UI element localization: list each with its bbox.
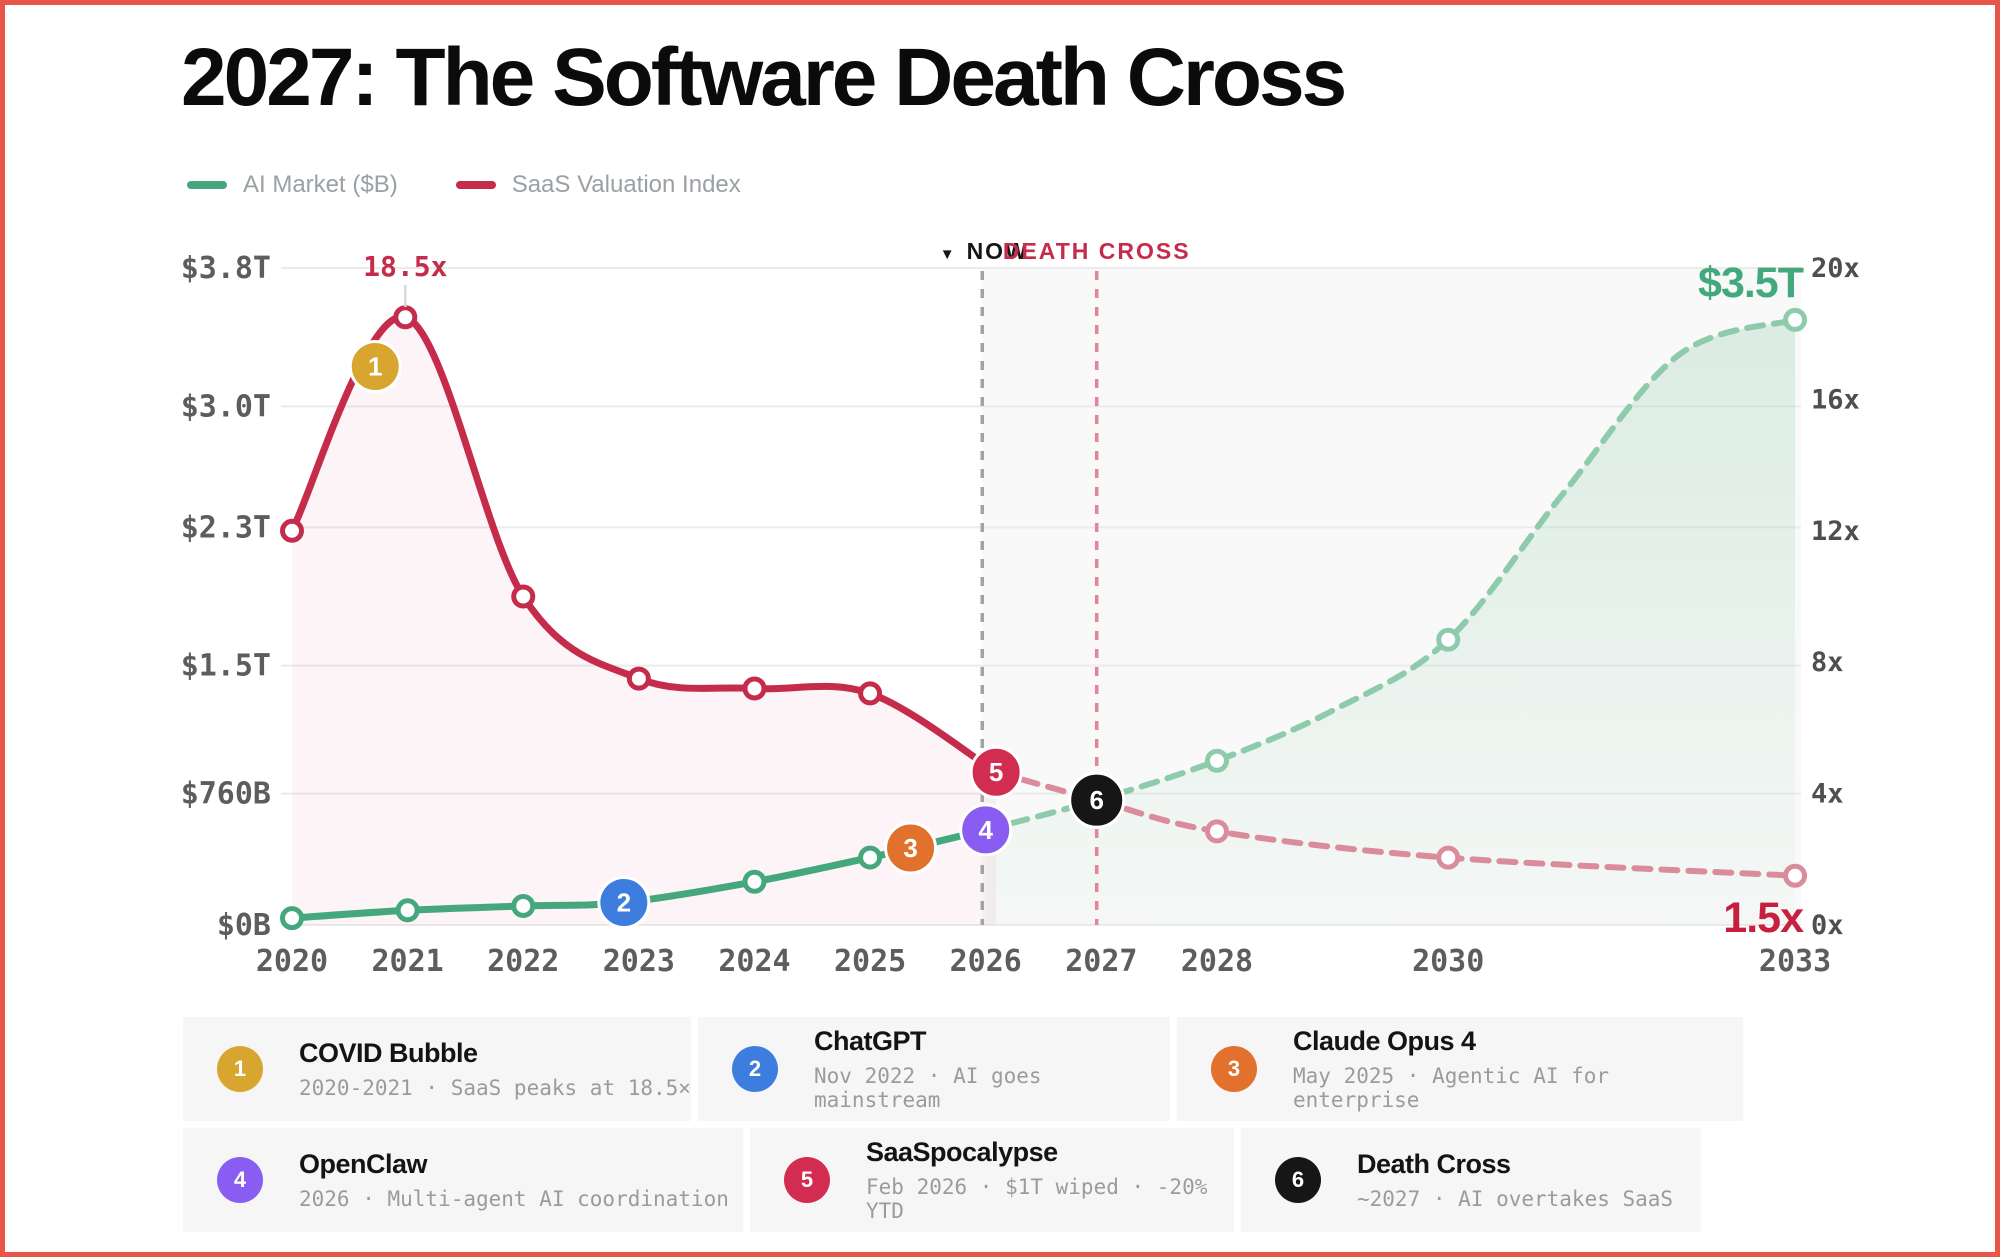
saas-index-data-point (742, 676, 767, 701)
legend-swatch-icon (455, 181, 496, 189)
right-axis-tick-label: 12x (1811, 516, 1860, 547)
left-axis-tick-label: $3.8T (181, 251, 271, 286)
ai-market-line-projected (982, 316, 1799, 833)
x-axis-tick-label: 2033 (1759, 944, 1831, 979)
saas-index-data-point (511, 584, 536, 609)
event-cards: 1 COVID Bubble 2020-2021 · SaaS peaks at 1… (183, 1017, 1743, 1239)
event-marker-number: 6 (1089, 785, 1103, 815)
left-axis-tick-label: $760B (181, 777, 271, 812)
ai-market-data-point (280, 906, 304, 931)
x-axis-tick-label: 2021 (371, 944, 443, 979)
ai-market-projected-point (1436, 627, 1461, 652)
event-marker-number: 3 (903, 833, 917, 863)
event-number-badge: 5 (784, 1157, 830, 1203)
event-card-subtitle: May 2025 · Agentic AI for enterprise (1293, 1064, 1610, 1112)
saas-index-data-point (626, 666, 651, 691)
ai-market-data-point (395, 898, 420, 923)
x-axis-tick-label: 2026 (950, 944, 1022, 979)
ai-market-projected-point (1783, 307, 1808, 332)
x-axis-tick-label: 2025 (834, 944, 906, 979)
event-card-title: Claude Opus 4 (1293, 1026, 1476, 1056)
ai-market-data-point (858, 845, 883, 870)
legend-label: AI Market ($B) (243, 171, 398, 198)
x-axis-tick-label: 2028 (1181, 944, 1253, 979)
page-title: 2027: The Software Death Cross (181, 32, 1347, 123)
x-axis-tick-label: 2020 (256, 944, 328, 979)
chart-legend: AI Market ($B) SaaS Valuation Index (187, 171, 741, 199)
event-card-3: 3 Claude Opus 4 May 2025 · Agentic AI for … (1177, 1017, 1743, 1121)
saas-index-projected-point (1783, 863, 1808, 888)
event-marker-2 (597, 876, 651, 930)
event-number-badge: 2 (732, 1046, 778, 1092)
saas-end-value-label: 1.5x (1723, 894, 1804, 942)
event-number-badge: 3 (1211, 1046, 1257, 1092)
event-number-badge: 1 (217, 1046, 263, 1092)
legend-item: AI Market ($B) (187, 171, 398, 199)
event-marker-5 (969, 745, 1023, 799)
left-axis-tick-label: $1.5T (181, 649, 271, 684)
event-card-1: 1 COVID Bubble 2020-2021 · SaaS peaks at 1… (183, 1017, 691, 1121)
saas-area-fill (292, 316, 997, 925)
event-card-subtitle: 2020-2021 · SaaS peaks at 18.5× (299, 1076, 691, 1100)
ai-market-data-point (742, 869, 767, 894)
event-card-5: 5 SaaSpocalypse Feb 2026 · $1T wiped · -20… (750, 1128, 1234, 1232)
event-card-title: SaaSpocalypse (866, 1137, 1058, 1167)
event-number-badge: 6 (1275, 1157, 1321, 1203)
event-marker-number: 5 (989, 757, 1003, 787)
event-card-title: Death Cross (1357, 1149, 1511, 1179)
right-axis-tick-label: 0x (1811, 910, 1844, 941)
event-card-4: 4 OpenClaw 2026 · Multi-agent AI coordinat… (183, 1128, 743, 1232)
left-axis-tick-label: $3.0T (181, 389, 271, 424)
saas-index-data-point (858, 681, 883, 706)
left-axis-tick-label: $0B (217, 908, 271, 943)
event-cards-row-1: 1 COVID Bubble 2020-2021 · SaaS peaks at 1… (183, 1017, 1743, 1121)
ai-market-projected-point (1204, 748, 1229, 773)
x-axis-tick-label: 2027 (1065, 944, 1137, 979)
event-number-badge: 4 (217, 1157, 263, 1203)
now-marker-icon: ▼ (940, 246, 957, 263)
event-card-title: COVID Bubble (299, 1038, 478, 1068)
event-marker-3 (884, 821, 938, 875)
peak-label: 18.5x (363, 250, 447, 283)
event-marker-4 (959, 803, 1013, 857)
x-axis-tick-label: 2030 (1412, 944, 1484, 979)
now-text: NOW (967, 238, 1029, 264)
event-card-2: 2 ChatGPT Nov 2022 · AI goes mainstream (698, 1017, 1170, 1121)
right-axis-tick-label: 8x (1811, 647, 1844, 678)
event-marker-1 (348, 340, 402, 394)
event-card-subtitle: 2026 · Multi-agent AI coordination (299, 1187, 729, 1211)
left-axis-tick-label: $2.3T (181, 510, 271, 545)
event-cards-row-2: 4 OpenClaw 2026 · Multi-agent AI coordinat… (183, 1128, 1743, 1232)
x-axis-tick-label: 2023 (603, 944, 675, 979)
event-marker-number: 1 (368, 352, 382, 382)
event-marker-6 (1068, 771, 1126, 829)
event-card-6: 6 Death Cross ~2027 · AI overtakes SaaS (1241, 1128, 1701, 1232)
saas-index-data-point (280, 518, 304, 543)
right-axis-tick-label: 4x (1811, 779, 1844, 810)
event-card-title: ChatGPT (814, 1026, 927, 1056)
saas-index-projected-point (1204, 819, 1229, 844)
ai-end-value-label: $3.5T (1698, 259, 1804, 307)
event-card-subtitle: ~2027 · AI overtakes SaaS (1357, 1187, 1674, 1211)
event-card-title: OpenClaw (299, 1149, 428, 1179)
right-axis-tick-label: 20x (1811, 253, 1860, 284)
legend-swatch-icon (187, 181, 227, 189)
event-marker-number: 2 (617, 888, 631, 918)
chart-canvas: $3.8T$3.0T$2.3T$1.5T$760B$0B20x16x12x8x4… (181, 238, 1860, 979)
ai-projection-area-fill (985, 319, 1796, 925)
legend-label: SaaS Valuation Index (511, 171, 741, 198)
event-card-subtitle: Nov 2022 · AI goes mainstream (814, 1064, 1042, 1112)
death-cross-label: DEATH CROSS (1003, 238, 1191, 264)
saas-index-data-point (393, 305, 418, 330)
x-axis-tick-label: 2022 (487, 944, 559, 979)
now-label: ▼ NOW (940, 238, 1029, 264)
legend-item: SaaS Valuation Index (455, 171, 741, 199)
right-axis-tick-label: 16x (1811, 384, 1860, 415)
x-axis-tick-label: 2024 (718, 944, 790, 979)
ai-market-data-point (511, 893, 536, 918)
event-card-subtitle: Feb 2026 · $1T wiped · -20% YTD (866, 1175, 1208, 1223)
saas-index-projected-point (1436, 845, 1461, 870)
event-marker-number: 4 (978, 815, 993, 845)
